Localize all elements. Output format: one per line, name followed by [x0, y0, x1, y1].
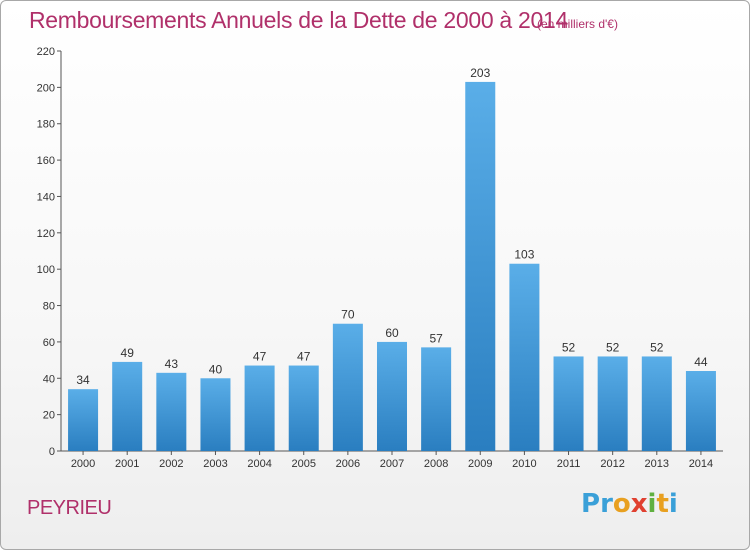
x-tick-label-2009: 2009 [468, 458, 492, 470]
x-tick-label-2000: 2000 [71, 458, 95, 470]
data-label-2011: 52 [562, 340, 576, 354]
x-tick-label-2007: 2007 [380, 458, 404, 470]
y-tick-label: 0 [49, 446, 55, 458]
bar-2004 [244, 365, 275, 451]
data-label-2003: 40 [209, 362, 223, 376]
data-label-2009: 203 [470, 66, 490, 80]
y-tick-label: 200 [37, 82, 55, 94]
y-tick-label: 160 [37, 155, 55, 167]
data-label-2006: 70 [341, 308, 355, 322]
bar-2008 [421, 347, 452, 451]
y-tick-label: 220 [37, 46, 55, 58]
data-label-2002: 43 [165, 357, 179, 371]
bar-2005 [288, 365, 319, 451]
y-tick-label: 60 [43, 337, 55, 349]
logo-letter: t [656, 489, 669, 519]
bar-2013 [641, 356, 672, 451]
x-tick-label-2005: 2005 [291, 458, 315, 470]
data-label-2010: 103 [514, 248, 534, 262]
logo-letter: i [668, 489, 678, 519]
data-label-2005: 47 [297, 350, 311, 364]
data-label-2013: 52 [650, 340, 664, 354]
data-label-2004: 47 [253, 350, 267, 364]
bar-2006 [332, 323, 363, 451]
x-tick-label-2011: 2011 [557, 458, 581, 470]
proxiti-logo[interactable]: Proxiti [581, 489, 678, 519]
data-label-2012: 52 [606, 340, 620, 354]
bar-2009 [465, 81, 496, 451]
y-tick-label: 120 [37, 228, 55, 240]
x-tick-label-2001: 2001 [115, 458, 139, 470]
x-tick-label-2012: 2012 [600, 458, 624, 470]
chart-title: Remboursements Annuels de la Dette de 20… [29, 7, 568, 33]
data-label-2001: 49 [121, 346, 135, 360]
logo-letter: o [612, 489, 631, 519]
x-tick-label-2003: 2003 [203, 458, 227, 470]
chart-subtitle: (en milliers d'€) [537, 17, 618, 31]
data-label-2000: 34 [76, 373, 90, 387]
y-tick-label: 180 [37, 119, 55, 131]
bar-2007 [376, 341, 408, 451]
bar-2011 [553, 356, 584, 451]
x-tick-label-2014: 2014 [689, 458, 713, 470]
x-tick-label-2006: 2006 [336, 458, 360, 470]
y-tick-label: 40 [43, 373, 55, 385]
data-label-2008: 57 [429, 331, 443, 345]
bar-2001 [112, 361, 143, 451]
bar-2014 [685, 371, 716, 451]
x-tick-label-2002: 2002 [159, 458, 183, 470]
bar-2000 [68, 389, 99, 451]
x-tick-label-2013: 2013 [645, 458, 669, 470]
bar-2012 [597, 356, 628, 451]
bar-2002 [156, 372, 187, 451]
data-label-2007: 60 [385, 326, 399, 340]
y-tick-label: 20 [43, 410, 55, 422]
y-tick-label: 140 [37, 191, 55, 203]
x-tick-label-2004: 2004 [247, 458, 271, 470]
x-tick-label-2010: 2010 [512, 458, 536, 470]
y-tick-label: 100 [37, 264, 55, 276]
y-tick-label: 80 [43, 301, 55, 313]
logo-letter: i [647, 489, 657, 519]
data-label-2014: 44 [694, 355, 708, 369]
bar-2010 [509, 263, 540, 451]
bar-2003 [200, 378, 231, 451]
x-tick-label-2008: 2008 [424, 458, 448, 470]
commune-name: PEYRIEU [27, 497, 112, 519]
logo-letter: x [630, 489, 648, 519]
logo-letter: P [581, 489, 601, 519]
logo-letter: r [600, 489, 613, 519]
